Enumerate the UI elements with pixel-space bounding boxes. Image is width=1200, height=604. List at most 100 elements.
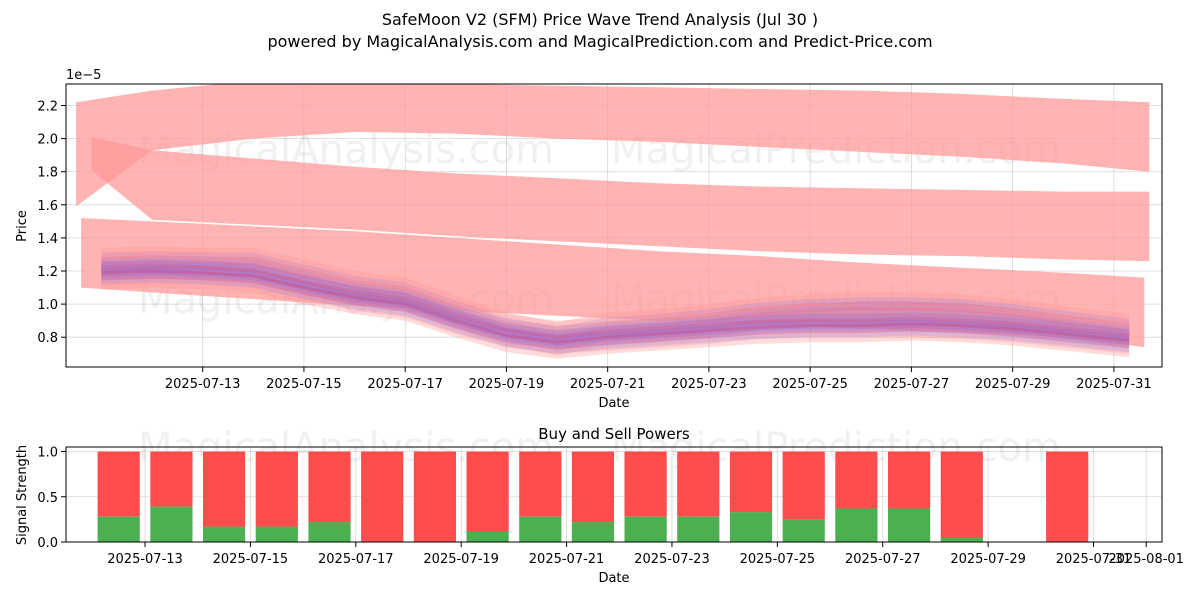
- top-x-tick-label: 2025-07-13: [165, 377, 241, 392]
- buy-bar: [940, 537, 983, 542]
- buy-bar: [150, 506, 193, 542]
- buy-bar: [571, 522, 614, 542]
- buy-sell-power-chart: Buy and Sell Powers MagicalAnalysis.com …: [15, 425, 1184, 586]
- top-y-tick-label: 1.6: [37, 199, 58, 214]
- top-x-tick-label: 2025-07-25: [772, 377, 848, 392]
- sell-bar: [150, 451, 193, 507]
- wave-ribbon-1-3: [101, 255, 1130, 347]
- buy-bar: [677, 516, 720, 542]
- top-x-tick-label: 2025-07-23: [671, 377, 747, 392]
- sell-bar: [940, 451, 983, 538]
- top-x-tick-label: 2025-07-27: [874, 377, 950, 392]
- top-axes-frame: [65, 83, 1163, 368]
- bottom-x-tick-label: 2025-07-29: [950, 552, 1026, 567]
- sell-bar: [361, 451, 404, 542]
- wave-ribbon-3-1: [101, 254, 1130, 359]
- sell-bar: [255, 451, 298, 527]
- bottom-x-ticks: 2025-07-13 2025-07-15 2025-07-17 2025-07-19…: [107, 542, 1184, 567]
- wave-line-1: [101, 261, 1130, 341]
- top-y-tick-label: 2.2: [37, 100, 58, 115]
- bottom-x-tick-label: 2025-07-31: [1056, 552, 1132, 567]
- bottom-x-tick-label: 2025-07-17: [318, 552, 394, 567]
- buy-bar: [835, 508, 878, 542]
- sell-bar: [1046, 451, 1089, 542]
- sell-bar: [624, 451, 667, 517]
- forecast-band-2: [91, 137, 1150, 262]
- wave-ribbon-2-1: [101, 251, 1130, 354]
- bottom-x-tick-label: 2025-07-25: [740, 552, 816, 567]
- forecast-band-1: [76, 84, 1150, 207]
- buy-bar: [255, 526, 298, 542]
- wave-ribbon-3-2: [101, 259, 1130, 354]
- top-y-tick-label: 1.4: [37, 232, 58, 247]
- top-x-tick-label: 2025-07-31: [1076, 377, 1152, 392]
- bottom-x-tick-label: 2025-07-23: [634, 552, 710, 567]
- sell-bar: [308, 451, 351, 523]
- buy-bar: [97, 516, 140, 542]
- bottom-bars: [97, 451, 1089, 542]
- top-x-tick-label: 2025-07-29: [975, 377, 1051, 392]
- bottom-axes-frame: [65, 446, 1163, 543]
- bottom-y-tick-label: 0.5: [37, 491, 58, 506]
- top-y-tick-label: 1.2: [37, 265, 58, 280]
- bottom-y-axis-label: Signal Strength: [15, 445, 30, 545]
- top-y-tick-label: 1.0: [37, 298, 58, 313]
- bottom-chart-title: Buy and Sell Powers: [538, 425, 690, 443]
- top-y-ticks: 0.8 1.0 1.2 1.4 1.6 1.8 2.0 2.2: [37, 100, 66, 346]
- price-wave-chart: MagicalAnalysis.com MagicalPrediction.co…: [15, 68, 1163, 411]
- sell-bar: [519, 451, 562, 517]
- chart-title: SafeMoon V2 (SFM) Price Wave Trend Analy…: [382, 10, 818, 29]
- buy-bar: [782, 519, 825, 542]
- sell-bar: [203, 451, 246, 527]
- top-x-ticks: 2025-07-13 2025-07-15 2025-07-17 2025-07-19…: [165, 367, 1152, 392]
- buy-bar: [519, 516, 562, 542]
- sell-bar: [97, 451, 140, 517]
- bottom-y-tick-label: 0.0: [37, 536, 58, 551]
- top-y-axis-label: Price: [15, 210, 30, 242]
- buy-bar: [203, 526, 246, 542]
- bottom-x-tick-label: 2025-07-15: [213, 552, 289, 567]
- forecast-band-3: [81, 218, 1145, 348]
- wave-ribbon-3-4: [101, 266, 1130, 347]
- wave-ribbon-2-2: [101, 256, 1130, 349]
- buy-bar: [729, 512, 773, 542]
- top-x-tick-label: 2025-07-17: [367, 377, 443, 392]
- bottom-x-tick-label: 2025-07-21: [529, 552, 605, 567]
- wave-ribbon-2-3: [101, 260, 1130, 345]
- sell-bar: [413, 451, 456, 542]
- sell-bar: [677, 451, 720, 517]
- sell-bar: [782, 451, 825, 520]
- wave-ribbon-1-4: [101, 258, 1130, 343]
- top-x-axis-label: Date: [598, 396, 629, 411]
- top-x-tick-label: 2025-07-21: [570, 377, 646, 392]
- sell-bar: [571, 451, 614, 523]
- bottom-y-tick-label: 1.0: [37, 446, 58, 461]
- buy-bar: [888, 508, 931, 542]
- buy-bar: [624, 516, 667, 542]
- sell-bar: [835, 451, 878, 509]
- wave-ribbon-1-1: [101, 246, 1130, 356]
- sell-bar: [888, 451, 931, 509]
- wave-line-3: [101, 269, 1130, 344]
- wave-ribbon-1-2: [101, 251, 1130, 351]
- y-offset-label: 1e−5: [66, 68, 101, 83]
- top-x-tick-label: 2025-07-15: [266, 377, 342, 392]
- wave-line-2: [101, 266, 1130, 339]
- buy-bar: [466, 532, 509, 542]
- top-series: [76, 84, 1150, 359]
- top-x-tick-label: 2025-07-19: [469, 377, 545, 392]
- sell-bar: [729, 451, 773, 513]
- top-y-tick-label: 1.8: [37, 166, 58, 181]
- wave-ribbon-3-3: [101, 263, 1130, 350]
- sell-bar: [466, 451, 509, 532]
- chart-subtitle: powered by MagicalAnalysis.com and Magic…: [267, 32, 932, 51]
- bottom-x-tick-label: 2025-07-19: [423, 552, 499, 567]
- bottom-x-tick-label: 2025-07-27: [845, 552, 921, 567]
- bottom-x-tick-label: 2025-07-13: [107, 552, 183, 567]
- bottom-x-tick-label: 2025-08-01: [1108, 552, 1184, 567]
- top-y-tick-label: 0.8: [37, 331, 58, 346]
- wave-ribbon-2-4: [101, 263, 1130, 342]
- bottom-y-ticks: 0.0 0.5 1.0: [37, 446, 66, 551]
